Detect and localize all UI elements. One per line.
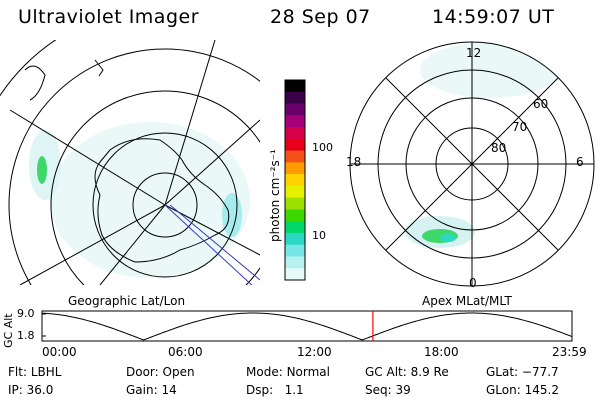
timeline-xtick-3: 18:00	[424, 345, 459, 359]
colorbar-segment	[285, 162, 305, 175]
colorbar-segment	[285, 127, 305, 140]
right-panel-caption: Apex MLat/MLT	[422, 294, 512, 308]
date-label: 28 Sep 07	[270, 6, 371, 28]
colorbar-segment	[285, 197, 305, 210]
colorbar-segment	[285, 138, 305, 152]
lat-label-80: 80	[491, 141, 507, 155]
colorbar-segment	[285, 244, 305, 257]
info-mode: Mode: Normal	[246, 365, 330, 379]
info-glat: GLat: −77.7	[486, 365, 559, 379]
timeline-xtick-2: 12:00	[297, 345, 332, 359]
colorbar-tick-10: 10	[312, 229, 326, 242]
colorbar-segment	[285, 268, 305, 281]
mlt-label-0: 0	[469, 276, 477, 290]
info-glon: GLon: 145.2	[486, 383, 559, 397]
time-label: 14:59:07 UT	[432, 6, 555, 28]
colorbar-segment	[285, 115, 305, 128]
colorbar-segment	[285, 91, 305, 105]
timeline-xtick-1: 06:00	[168, 345, 203, 359]
colorbar-segment	[285, 256, 305, 269]
timeline-plot	[41, 310, 573, 342]
colorbar-segment	[285, 185, 305, 199]
info-ip: IP: 36.0	[8, 383, 54, 397]
left-panel-caption: Geographic Lat/Lon	[68, 294, 186, 308]
colorbar-frame	[284, 79, 306, 281]
lat-label-70: 70	[512, 120, 528, 134]
info-gain: Gain: 14	[126, 383, 177, 397]
colorbar-segment	[285, 232, 305, 246]
timeline-ytick-top: 9.0	[17, 307, 35, 320]
mlt-label-12: 12	[466, 46, 482, 60]
mlat-mlt-map	[349, 41, 595, 287]
timeline-xtick-4: 23:59	[552, 345, 587, 359]
mlt-label-18: 18	[346, 155, 362, 169]
timeline-ytick-bottom: 1.8	[17, 329, 35, 342]
lat-label-60: 60	[533, 97, 549, 111]
info-seq: Seq: 39	[365, 383, 411, 397]
colorbar-tick-100: 100	[312, 141, 333, 154]
info-dsp: Dsp: 1.1	[246, 383, 304, 397]
mlt-label-6: 6	[576, 155, 584, 169]
colorbar-segment	[285, 209, 305, 222]
info-gcalt: GC Alt: 8.9 Re	[365, 365, 449, 379]
colorbar-segment	[285, 103, 305, 116]
timeline-axis-label: GC Alt	[2, 313, 15, 348]
colorbar-segment	[285, 80, 305, 93]
info-door: Door: Open	[126, 365, 195, 379]
colorbar-segment	[285, 150, 305, 163]
instrument-title: Ultraviolet Imager	[18, 6, 200, 28]
colorbar-segment	[285, 174, 305, 187]
colorbar-segment	[285, 221, 305, 234]
info-flt: Flt: LBHL	[8, 365, 62, 379]
colorbar-unit-label: photon cm⁻²s⁻¹	[268, 149, 282, 242]
timeline-xtick-0: 00:00	[42, 345, 77, 359]
colorbar	[285, 80, 305, 281]
